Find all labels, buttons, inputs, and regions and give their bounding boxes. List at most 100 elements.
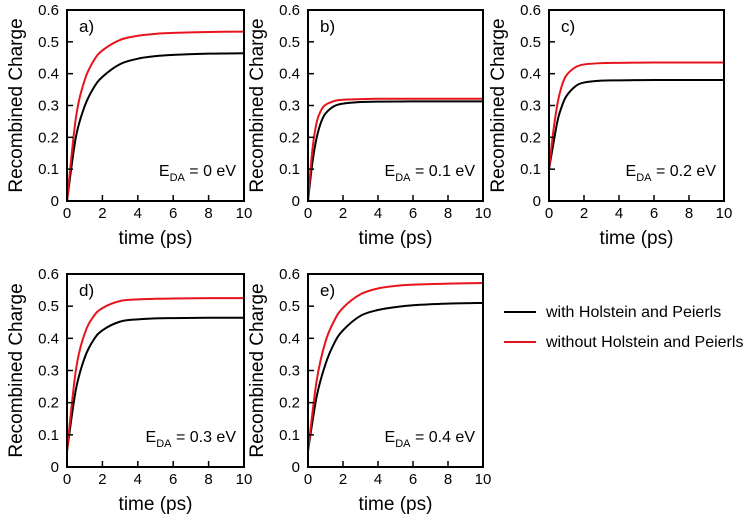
y-tick-label: 0.6 <box>38 2 59 19</box>
panel-label: a) <box>79 17 94 36</box>
x-tick-label: 0 <box>304 205 312 222</box>
y-tick-label: 0.6 <box>38 266 59 283</box>
y-tick-label: 0.6 <box>520 2 541 19</box>
y-tick-label: 0.5 <box>520 34 541 51</box>
y-tick-label: 0.5 <box>38 34 59 51</box>
series-line-with <box>307 301 484 452</box>
y-tick-label: 0.1 <box>38 427 59 444</box>
series-line-with <box>66 52 245 202</box>
x-tick-label: 2 <box>339 471 347 488</box>
y-axis-label: Recombined Charge <box>247 283 268 457</box>
series-line-without <box>548 61 724 170</box>
series-line-without <box>66 297 245 452</box>
x-tick-label: 0 <box>63 471 71 488</box>
y-tick-label: 0.6 <box>279 266 300 283</box>
x-tick-label: 10 <box>716 205 733 222</box>
y-tick-label: 0.4 <box>38 330 59 347</box>
x-axis-label: time (ps) <box>119 494 193 515</box>
x-axis-label: time (ps) <box>359 494 433 515</box>
x-tick-label: 6 <box>409 471 417 488</box>
x-tick-label: 0 <box>545 205 553 222</box>
energy-annotation: EDA = 0.2 eV <box>626 163 717 184</box>
x-tick-label: 8 <box>685 205 693 222</box>
x-tick-label: 2 <box>98 471 106 488</box>
series-line-with <box>307 100 483 202</box>
y-axis-label: Recombined Charge <box>247 18 268 192</box>
panel-label: e) <box>320 281 335 300</box>
x-tick-label: 10 <box>236 205 253 222</box>
y-tick-label: 0.4 <box>279 66 300 83</box>
y-tick-label: 0.3 <box>38 363 59 380</box>
series-line-with <box>66 316 245 452</box>
y-tick-label: 0 <box>292 459 300 476</box>
legend: with Holstein and Peierls without Holste… <box>504 304 743 351</box>
series-line-without <box>307 97 483 202</box>
y-axis-label: Recombined Charge <box>6 18 27 192</box>
x-axis-label: time (ps) <box>119 228 193 249</box>
series-line-without <box>307 282 484 452</box>
y-tick-label: 0.1 <box>520 161 541 178</box>
series-line-without <box>66 30 245 202</box>
y-tick-label: 0.3 <box>520 98 541 115</box>
energy-annotation: EDA = 0.1 eV <box>385 163 476 184</box>
x-tick-label: 8 <box>204 205 212 222</box>
x-tick-label: 2 <box>580 205 588 222</box>
energy-annotation: EDA = 0 eV <box>159 163 236 184</box>
x-tick-label: 6 <box>650 205 658 222</box>
x-tick-label: 2 <box>339 205 347 222</box>
x-tick-label: 6 <box>169 471 177 488</box>
x-tick-label: 4 <box>374 471 382 488</box>
series-line-with <box>548 79 724 170</box>
y-tick-label: 0.5 <box>279 298 300 315</box>
legend-label-with: with Holstein and Peierls <box>545 304 721 321</box>
y-tick-label: 0.1 <box>279 161 300 178</box>
panel-label: c) <box>561 17 575 36</box>
x-tick-label: 6 <box>409 205 417 222</box>
y-tick-label: 0 <box>51 459 59 476</box>
y-tick-label: 0.4 <box>520 66 541 83</box>
y-tick-label: 0 <box>533 193 541 210</box>
panel-label: b) <box>320 17 335 36</box>
y-axis-label: Recombined Charge <box>6 283 27 457</box>
legend-label-without: without Holstein and Peierls <box>545 334 743 351</box>
x-tick-label: 10 <box>475 205 492 222</box>
panel-label: d) <box>79 281 94 300</box>
y-tick-label: 0.4 <box>279 330 300 347</box>
x-tick-label: 10 <box>236 471 253 488</box>
x-tick-label: 4 <box>615 205 623 222</box>
chart-panel-b: 0 2 4 6 8 10 0 0.1 0.2 0.3 0.4 0.5 0.6 time (ps) Recom… <box>247 2 491 249</box>
x-tick-label: 4 <box>374 205 382 222</box>
chart-panel-a: 0 2 4 6 8 10 0 0.1 0.2 0.3 0.4 0.5 0.6 time (ps) Recom… <box>6 2 252 249</box>
chart-panel-e: 0 2 4 6 8 10 0 0.1 0.2 0.3 0.4 0.5 0.6 time (ps) Recom… <box>247 266 491 515</box>
x-tick-label: 4 <box>134 471 142 488</box>
y-tick-label: 0.2 <box>279 395 300 412</box>
x-axis-label: time (ps) <box>359 228 433 249</box>
x-tick-label: 0 <box>63 205 71 222</box>
y-tick-label: 0.1 <box>38 161 59 178</box>
x-tick-label: 8 <box>204 471 212 488</box>
y-tick-label: 0.2 <box>279 129 300 146</box>
x-axis-label: time (ps) <box>600 228 674 249</box>
y-tick-label: 0.4 <box>38 66 59 83</box>
chart-panel-c: 0 2 4 6 8 10 0 0.1 0.2 0.3 0.4 0.5 0.6 time (ps) Recom… <box>488 2 732 249</box>
x-tick-label: 8 <box>444 471 452 488</box>
x-tick-label: 2 <box>98 205 106 222</box>
y-tick-label: 0.2 <box>38 129 59 146</box>
x-tick-label: 0 <box>304 471 312 488</box>
y-tick-label: 0.6 <box>279 2 300 19</box>
y-tick-label: 0.3 <box>279 363 300 380</box>
y-tick-label: 0.5 <box>38 298 59 315</box>
y-axis-label: Recombined Charge <box>488 18 509 192</box>
chart-panel-d: 0 2 4 6 8 10 0 0.1 0.2 0.3 0.4 0.5 0.6 time (ps) Recom… <box>6 266 252 515</box>
x-tick-label: 4 <box>134 205 142 222</box>
x-tick-label: 6 <box>169 205 177 222</box>
y-tick-label: 0.2 <box>520 129 541 146</box>
x-tick-label: 10 <box>475 471 492 488</box>
energy-annotation: EDA = 0.3 eV <box>146 429 237 450</box>
y-tick-label: 0.3 <box>279 98 300 115</box>
y-tick-label: 0.2 <box>38 395 59 412</box>
x-tick-label: 8 <box>444 205 452 222</box>
y-tick-label: 0 <box>292 193 300 210</box>
y-tick-label: 0 <box>51 193 59 210</box>
